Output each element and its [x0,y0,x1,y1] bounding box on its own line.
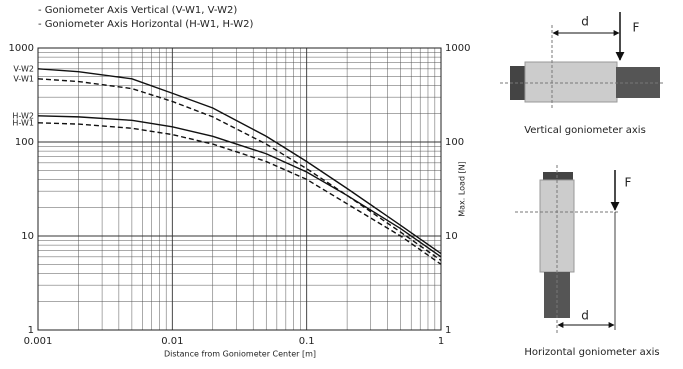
legend-line: - Goniometer Axis Horizontal (H-W1, H-W2… [38,19,254,30]
y2-tick-label: 10 [445,231,458,242]
y2-axis-title: Max. Load [N] [458,161,467,217]
diagram-caption: Horizontal goniometer axis [524,347,659,358]
series-line [38,69,441,254]
force-label: F [633,21,640,35]
force-label: F [625,176,632,190]
y-tick-label: 1 [28,325,34,336]
y-tick-label: 100 [15,137,34,148]
legend-line: - Goniometer Axis Vertical (V-W1, V-W2) [38,5,237,16]
series-line [38,79,441,261]
plot-frame [38,48,441,330]
page: - Goniometer Axis Vertical (V-W1, V-W2) … [0,0,683,369]
series-line [38,123,441,264]
series-label: H-W1 [12,118,34,127]
x-tick-label: 0.01 [161,336,183,347]
x-tick-label: 0.1 [299,336,315,347]
y2-tick-label: 100 [445,137,464,148]
x-axis-title: Distance from Goniometer Center [m] [164,350,316,359]
y-tick-label: 10 [21,231,34,242]
horizontal-diagram [515,165,618,335]
x-tick-label: 1 [438,336,444,347]
distance-label: d [581,15,589,29]
x-tick-label: 0.001 [24,336,53,347]
y-tick-label: 1000 [9,43,34,54]
diagram-caption: Vertical goniometer axis [524,125,646,136]
housing [525,62,617,102]
distance-label: d [581,309,589,323]
y2-tick-label: 1 [445,325,451,336]
y2-tick-label: 1000 [445,43,470,54]
series-label: V-W1 [13,74,34,83]
series-label: V-W2 [13,64,34,73]
